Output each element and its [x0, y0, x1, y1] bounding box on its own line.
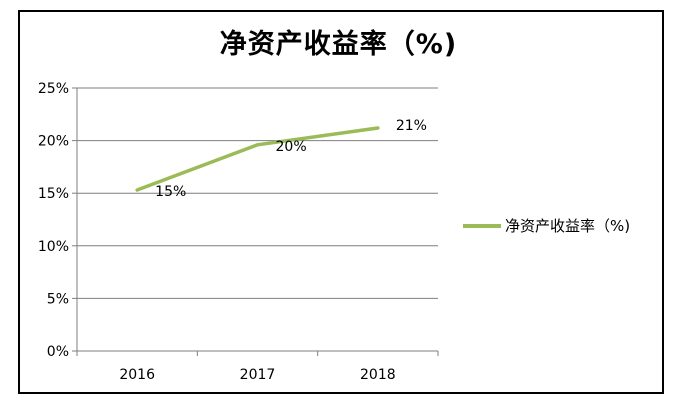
- data-point: [376, 126, 380, 130]
- y-tick-label: 15%: [38, 186, 69, 202]
- gridlines: [77, 87, 438, 299]
- data-label: 21%: [396, 118, 427, 134]
- legend: 净资产收益率（%): [463, 215, 630, 236]
- caption-strip: [200, 398, 500, 407]
- chart-title: 净资产收益率（%): [219, 29, 458, 60]
- y-tick-label: 5%: [47, 291, 69, 307]
- legend-swatch: [463, 223, 501, 228]
- data-point: [256, 143, 259, 147]
- x-tick-label: 2016: [119, 367, 155, 383]
- y-tick-label: 0%: [47, 344, 69, 360]
- x-tick-label: 2017: [240, 367, 276, 383]
- data-label: 20%: [276, 139, 307, 155]
- y-tick-label: 10%: [38, 239, 69, 255]
- y-tick-label: 20%: [38, 134, 69, 150]
- data-label: 15%: [155, 184, 186, 200]
- data-point: [135, 188, 139, 192]
- x-tick-label: 2018: [360, 367, 396, 383]
- x-axis-ticks: 2016 2017 2018: [119, 367, 395, 383]
- series-group: [135, 126, 380, 192]
- legend-label: 净资产收益率（%): [505, 217, 631, 235]
- series-line: [135, 126, 380, 192]
- y-axis-ticks: 0% 5% 10% 15% 20% 25%: [38, 81, 69, 360]
- y-tick-label: 25%: [38, 81, 69, 97]
- data-labels: 15% 20% 21%: [155, 118, 427, 200]
- chart-frame: [18, 10, 664, 394]
- axes: [72, 87, 439, 356]
